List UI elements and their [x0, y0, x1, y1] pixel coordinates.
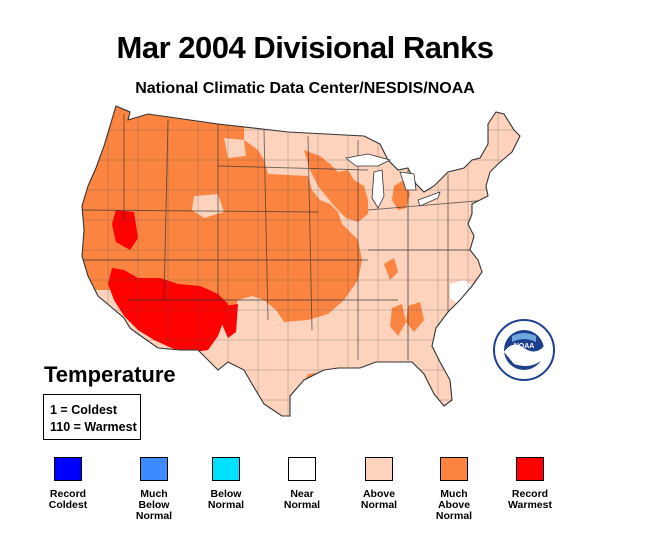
rank-key-box: 1 = Coldest 110 = Warmest: [43, 394, 141, 440]
legend-label: Near Normal: [283, 488, 321, 511]
legend-item-below: Below Normal: [188, 457, 264, 511]
swatch-much-above: [440, 457, 468, 481]
lake-michigan: [371, 169, 385, 209]
swatch-much-below: [140, 457, 168, 481]
legend-item-near: Near Normal: [264, 457, 340, 511]
us-division-map: [68, 100, 568, 440]
rank-coldest-text: 1 = Coldest: [50, 403, 118, 417]
legend-label: Much Above Normal: [435, 488, 473, 522]
legend-item-much-above: Much Above Normal: [416, 457, 492, 522]
map-subtitle: National Climatic Data Center/NESDIS/NOA…: [135, 80, 475, 97]
legend-label: Much Below Normal: [135, 488, 173, 522]
swatch-record-warmest: [516, 457, 544, 481]
rank-warmest-text: 110 = Warmest: [50, 420, 137, 434]
legend-heading: Temperature: [44, 362, 176, 387]
region-much-above-upper-midwest: [304, 150, 368, 222]
region-record-new-mexico: [222, 304, 238, 338]
swatch-below: [212, 457, 240, 481]
region-much-above-ohio-valley: [384, 258, 398, 280]
legend-label: Record Warmest: [508, 488, 552, 511]
swatch-above: [365, 457, 393, 481]
swatch-near: [288, 457, 316, 481]
region-above-normal-wyoming: [192, 194, 224, 218]
region-much-above-southeast: [390, 304, 406, 336]
region-above-normal-montana: [224, 138, 246, 158]
swatch-record-coldest: [54, 457, 82, 481]
svg-text:NOAA: NOAA: [514, 343, 535, 350]
legend-item-record-coldest: Record Coldest: [30, 457, 106, 511]
noaa-logo-icon: NOAA: [492, 318, 556, 382]
legend-label: Below Normal: [207, 488, 245, 511]
legend-item-record-warmest: Record Warmest: [492, 457, 568, 511]
legend-item-above: Above Normal: [341, 457, 417, 511]
legend-label: Above Normal: [360, 488, 398, 511]
lake-superior: [345, 153, 392, 167]
lake-huron: [399, 171, 417, 191]
region-much-above-southeast-2: [406, 302, 424, 332]
legend-label: Record Coldest: [48, 488, 88, 511]
map-title: Mar 2004 Divisional Ranks: [116, 30, 494, 65]
legend-item-much-below: Much Below Normal: [116, 457, 192, 522]
lake-erie: [417, 191, 441, 207]
color-legend: Record Coldest Much Below Normal Below N…: [30, 457, 630, 532]
